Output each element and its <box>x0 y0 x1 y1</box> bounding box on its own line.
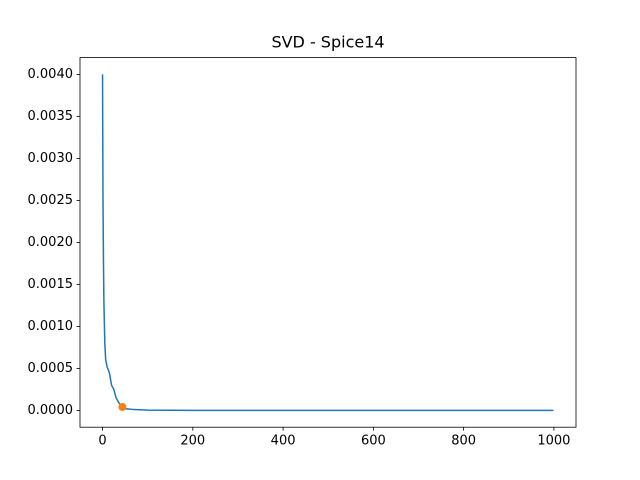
y-tick-label: 0.0040 <box>28 67 74 82</box>
y-tick-label: 0.0005 <box>28 361 74 376</box>
chart-title: SVD - Spice14 <box>271 33 384 52</box>
point <box>118 403 127 412</box>
x-tick-label: 0 <box>98 434 106 449</box>
x-tick-label: 1000 <box>537 434 570 449</box>
y-tick-label: 0.0010 <box>28 319 74 334</box>
y-tick-label: 0.0035 <box>28 109 74 124</box>
y-tick-label: 0.0020 <box>28 235 74 250</box>
y-tick-label: 0.0025 <box>28 193 74 208</box>
line <box>101 74 554 412</box>
y-tick-label: 0.0015 <box>28 277 74 292</box>
y-tick-label: 0.0000 <box>28 403 74 418</box>
plot-frame <box>79 57 577 428</box>
x-tick-label: 600 <box>361 434 386 449</box>
x-tick-label: 200 <box>180 434 205 449</box>
y-tick-label: 0.0030 <box>28 151 74 166</box>
x-tick-label: 800 <box>451 434 476 449</box>
x-tick-label: 400 <box>271 434 296 449</box>
